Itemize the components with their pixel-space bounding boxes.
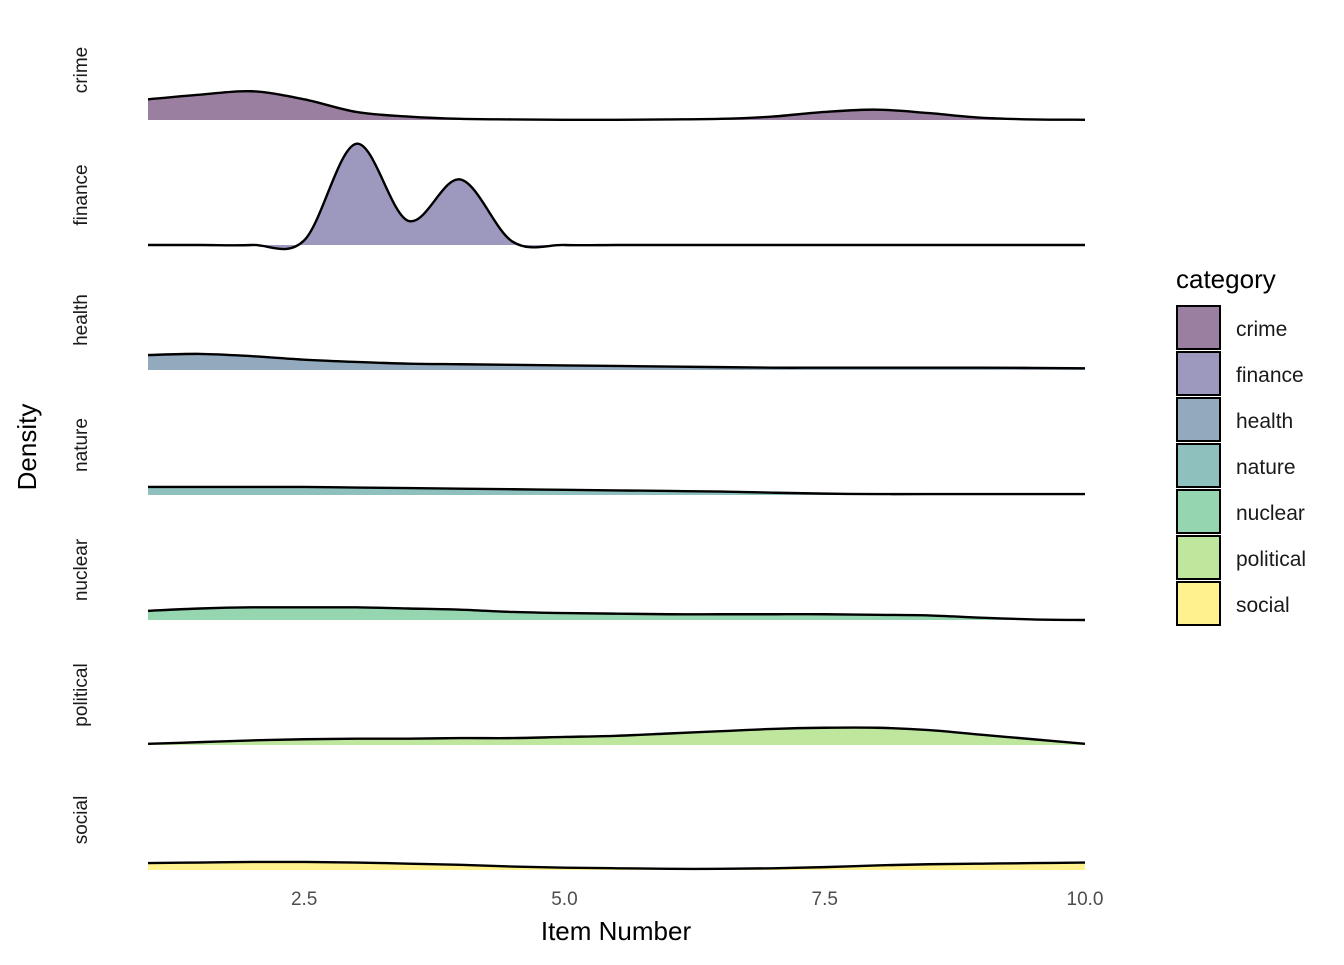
ridge-line-social <box>147 860 1086 871</box>
legend-label-crime: crime <box>1236 318 1287 341</box>
category-label-political: political <box>71 663 92 726</box>
legend-swatch-health <box>1176 397 1221 442</box>
x-tick-label: 10.0 <box>1067 889 1104 910</box>
legend-label-nature: nature <box>1236 456 1296 479</box>
ridges-group <box>147 89 1086 871</box>
legend-swatch-crime <box>1176 305 1221 350</box>
legend-swatch-finance <box>1176 351 1221 396</box>
x-tick-label: 7.5 <box>812 889 838 910</box>
legend-label-social: social <box>1236 594 1290 617</box>
category-label-finance: finance <box>71 164 92 225</box>
ridge-line-nuclear <box>147 606 1086 622</box>
legend-label-finance: finance <box>1236 364 1304 387</box>
x-axis-title: Item Number <box>541 916 692 946</box>
category-label-nature: nature <box>71 418 92 472</box>
legend-swatch-nature <box>1176 443 1221 488</box>
category-label-crime: crime <box>71 47 92 93</box>
ridge-area-crime <box>148 91 1085 120</box>
x-axis-ticks-group: 2.5 5.0 7.5 10.0 <box>291 889 1104 910</box>
category-label-nuclear: nuclear <box>71 538 92 601</box>
legend-label-health: health <box>1236 410 1293 433</box>
ridge-area-nuclear <box>148 607 1085 620</box>
ridge-line-political <box>147 726 1086 746</box>
category-label-social: social <box>71 796 92 845</box>
x-tick-label: 2.5 <box>291 889 317 910</box>
legend-items-group: crime finance health nature nuclear political… <box>1176 305 1306 626</box>
ridge-line-health <box>147 352 1086 370</box>
y-axis-title: Density <box>12 404 42 491</box>
legend: category crime finance health nature nuclear… <box>1176 264 1306 626</box>
legend-swatch-social <box>1176 581 1221 626</box>
category-label-health: health <box>71 294 92 346</box>
ridge-area-finance <box>148 143 1085 250</box>
legend-swatch-nuclear <box>1176 489 1221 534</box>
category-labels-group: crime finance health nature nuclear political… <box>71 47 92 845</box>
legend-label-political: political <box>1236 548 1306 571</box>
ridge-area-health <box>148 353 1085 370</box>
legend-swatch-political <box>1176 535 1221 580</box>
legend-title: category <box>1176 264 1276 294</box>
x-tick-label: 5.0 <box>551 889 577 910</box>
ridge-line-nature <box>148 485 1085 496</box>
ridge-line-crime <box>147 89 1086 122</box>
ridge-line-finance <box>148 142 1085 251</box>
legend-label-nuclear: nuclear <box>1236 502 1305 525</box>
